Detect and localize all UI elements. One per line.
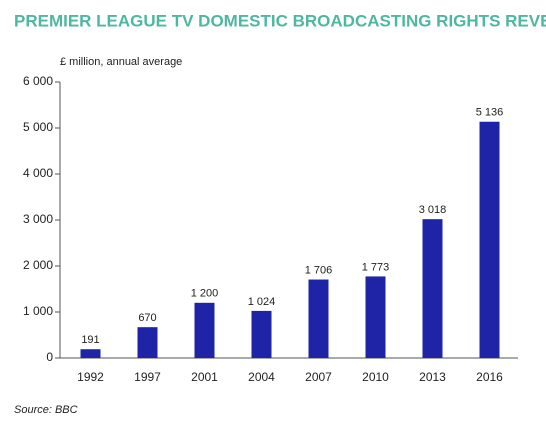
bar xyxy=(80,349,101,358)
y-tick-label: 1 000 xyxy=(23,304,53,318)
x-tick-label: 2007 xyxy=(305,370,332,384)
value-label: 3 018 xyxy=(419,204,447,216)
value-label: 191 xyxy=(81,334,99,346)
y-tick-label: 5 000 xyxy=(23,120,53,134)
bar xyxy=(194,302,215,358)
bar xyxy=(137,327,158,358)
chart-title: PREMIER LEAGUE TV DOMESTIC BROADCASTING … xyxy=(14,11,546,30)
bar xyxy=(251,310,272,358)
x-tick-label: 1997 xyxy=(134,370,161,384)
y-axis-label: £ million, annual average xyxy=(60,56,182,68)
source: Source: BBC xyxy=(14,404,78,416)
value-label: 1 024 xyxy=(248,296,276,308)
bar xyxy=(365,276,386,358)
y-tick-label: 4 000 xyxy=(23,166,53,180)
value-label: 1 706 xyxy=(305,264,333,276)
value-label: 5 136 xyxy=(476,107,504,119)
value-label: 1 773 xyxy=(362,261,390,273)
bar xyxy=(308,279,329,358)
y-tick-label: 2 000 xyxy=(23,258,53,272)
x-tick-label: 2001 xyxy=(191,370,218,384)
x-tick-label: 1992 xyxy=(77,370,104,384)
y-tick-label: 0 xyxy=(46,350,53,364)
y-tick-label: 6 000 xyxy=(23,74,53,88)
bar xyxy=(479,121,500,358)
bar xyxy=(422,219,443,358)
x-tick-label: 2013 xyxy=(419,370,446,384)
x-tick-label: 2004 xyxy=(248,370,275,384)
value-label: 1 200 xyxy=(191,288,219,300)
x-tick-label: 2016 xyxy=(476,370,503,384)
x-tick-label: 2010 xyxy=(362,370,389,384)
value-label: 670 xyxy=(138,312,156,324)
y-tick-label: 3 000 xyxy=(23,212,53,226)
